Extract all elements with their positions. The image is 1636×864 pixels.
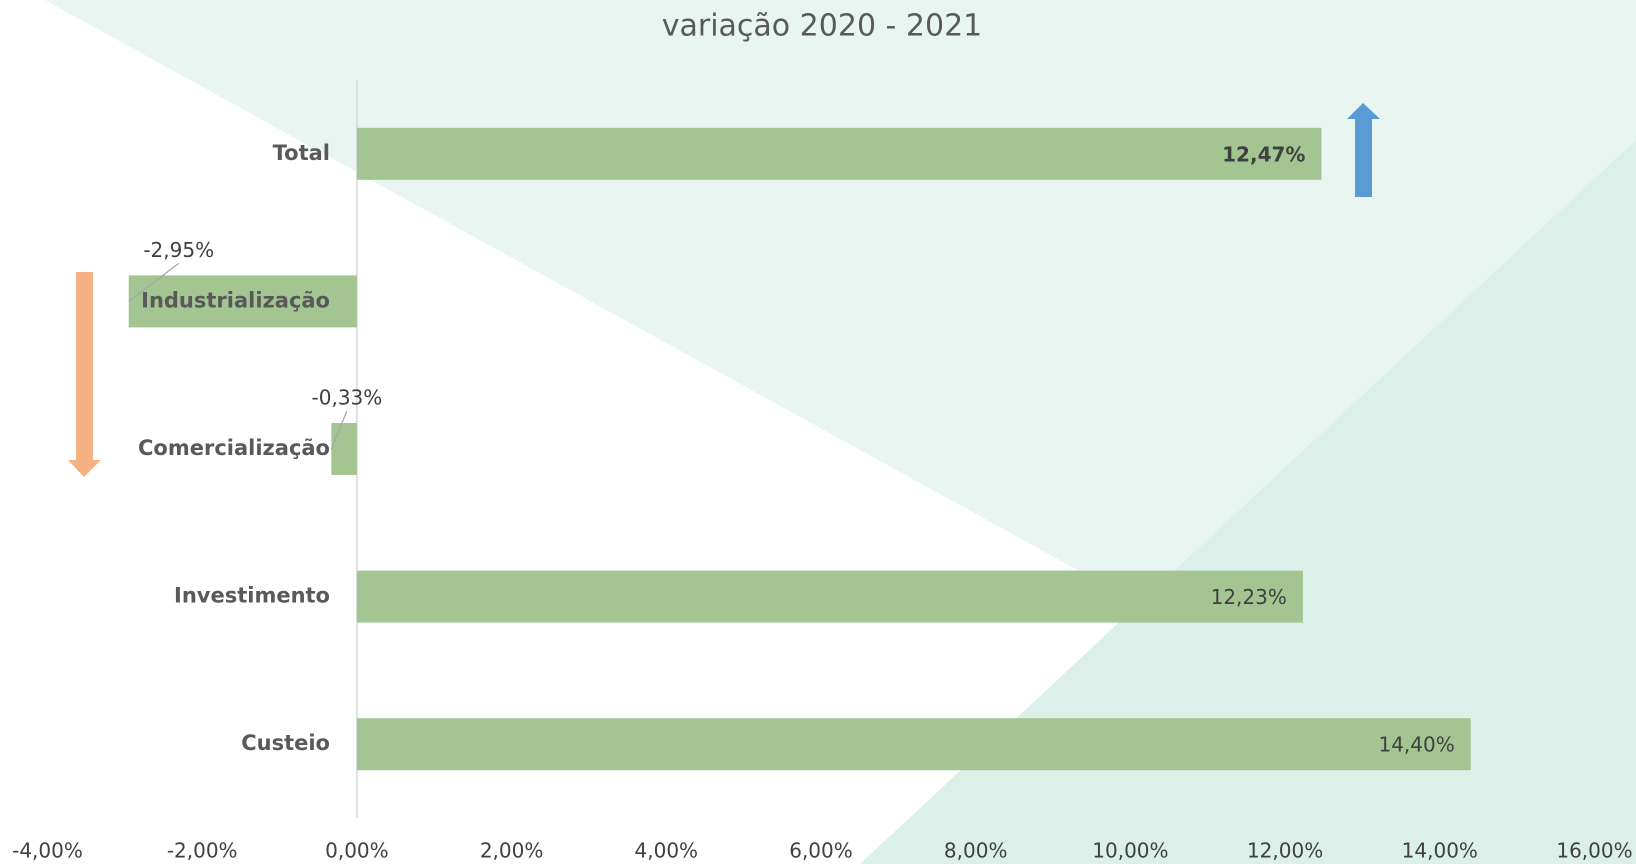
- y-tick-label: Investimento: [174, 584, 330, 608]
- x-tick-label: 8,00%: [944, 839, 1008, 863]
- down-arrow: [68, 272, 101, 477]
- y-tick-label: Total: [273, 141, 330, 165]
- x-tick-label: 6,00%: [789, 839, 853, 863]
- bar: [356, 570, 1303, 623]
- background-shape: [860, 140, 1636, 864]
- data-label: -0,33%: [312, 386, 383, 410]
- data-label: 12,47%: [1222, 142, 1305, 166]
- x-tick-label: 16,00%: [1556, 839, 1632, 863]
- bar: [356, 127, 1322, 180]
- bar: [356, 718, 1471, 771]
- bar: [128, 275, 357, 328]
- chart-title: variação 2020 - 2021: [662, 9, 983, 44]
- x-tick-label: 2,00%: [480, 839, 544, 863]
- data-label: -2,95%: [143, 238, 214, 262]
- x-tick-label: 14,00%: [1402, 839, 1478, 863]
- y-tick-label: Custeio: [241, 731, 330, 755]
- x-tick-label: -2,00%: [167, 839, 238, 863]
- x-tick-label: 4,00%: [635, 839, 699, 863]
- x-tick-label: 10,00%: [1092, 839, 1168, 863]
- up-arrow: [1347, 103, 1380, 197]
- leader-line: [128, 262, 180, 302]
- data-label: 12,23%: [1211, 585, 1287, 609]
- x-tick-label: -4,00%: [12, 839, 83, 863]
- x-tick-label: 0,00%: [325, 839, 389, 863]
- y-tick-label: Comercialização: [138, 436, 330, 460]
- leader-line: [330, 410, 348, 450]
- data-label: 14,40%: [1378, 733, 1454, 757]
- x-tick-label: 12,00%: [1247, 839, 1323, 863]
- bar: [331, 423, 357, 475]
- y-tick-label: Industrialização: [141, 288, 330, 312]
